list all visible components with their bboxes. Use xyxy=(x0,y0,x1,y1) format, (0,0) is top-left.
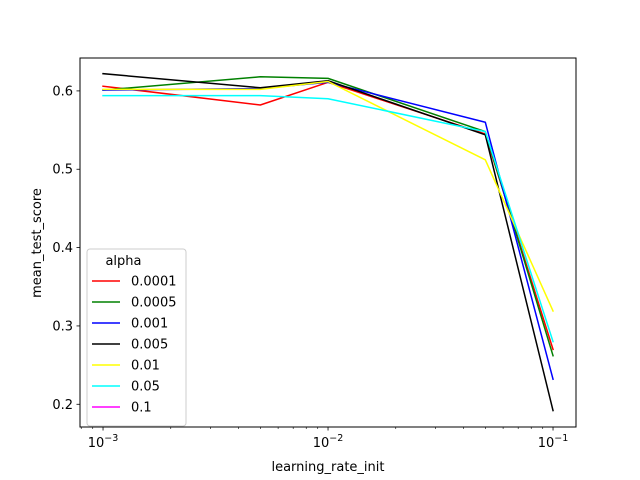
y-tick-label: 0.2 xyxy=(52,398,73,413)
legend-label: 0.005 xyxy=(131,338,168,353)
legend-label: 0.1 xyxy=(131,401,152,416)
x-axis-label: learning_rate_init xyxy=(271,460,384,475)
series-line-5 xyxy=(102,94,554,343)
series-lines xyxy=(102,72,555,412)
x-tick-label: 10−2 xyxy=(313,433,344,451)
series-line-4 xyxy=(102,80,555,313)
x-tick-label: 10−1 xyxy=(538,433,569,451)
y-tick-label: 0.3 xyxy=(52,319,73,334)
y-axis-label: mean_test_score xyxy=(30,188,45,298)
y-axis-ticks: 0.2 0.3 0.4 0.5 0.6 xyxy=(52,84,80,413)
legend-label: 0.05 xyxy=(131,380,160,395)
legend-label: 0.0005 xyxy=(131,296,177,311)
legend-label: 0.01 xyxy=(131,359,160,374)
legend-label: 0.001 xyxy=(131,317,168,332)
y-tick-label: 0.4 xyxy=(52,241,73,256)
y-tick-label: 0.6 xyxy=(52,84,73,99)
legend-box xyxy=(86,248,187,427)
legend: alpha 0.0001 0.0005 0.001 0.005 0.01 0.05 0.1 xyxy=(86,248,187,427)
x-axis-ticks: 10−3 10−2 10−1 xyxy=(80,427,569,451)
series-line-3 xyxy=(102,72,554,412)
x-tick-label: 10−3 xyxy=(88,433,119,451)
legend-title: alpha xyxy=(105,254,141,269)
legend-label: 0.0001 xyxy=(131,275,177,290)
y-tick-label: 0.5 xyxy=(52,163,73,178)
